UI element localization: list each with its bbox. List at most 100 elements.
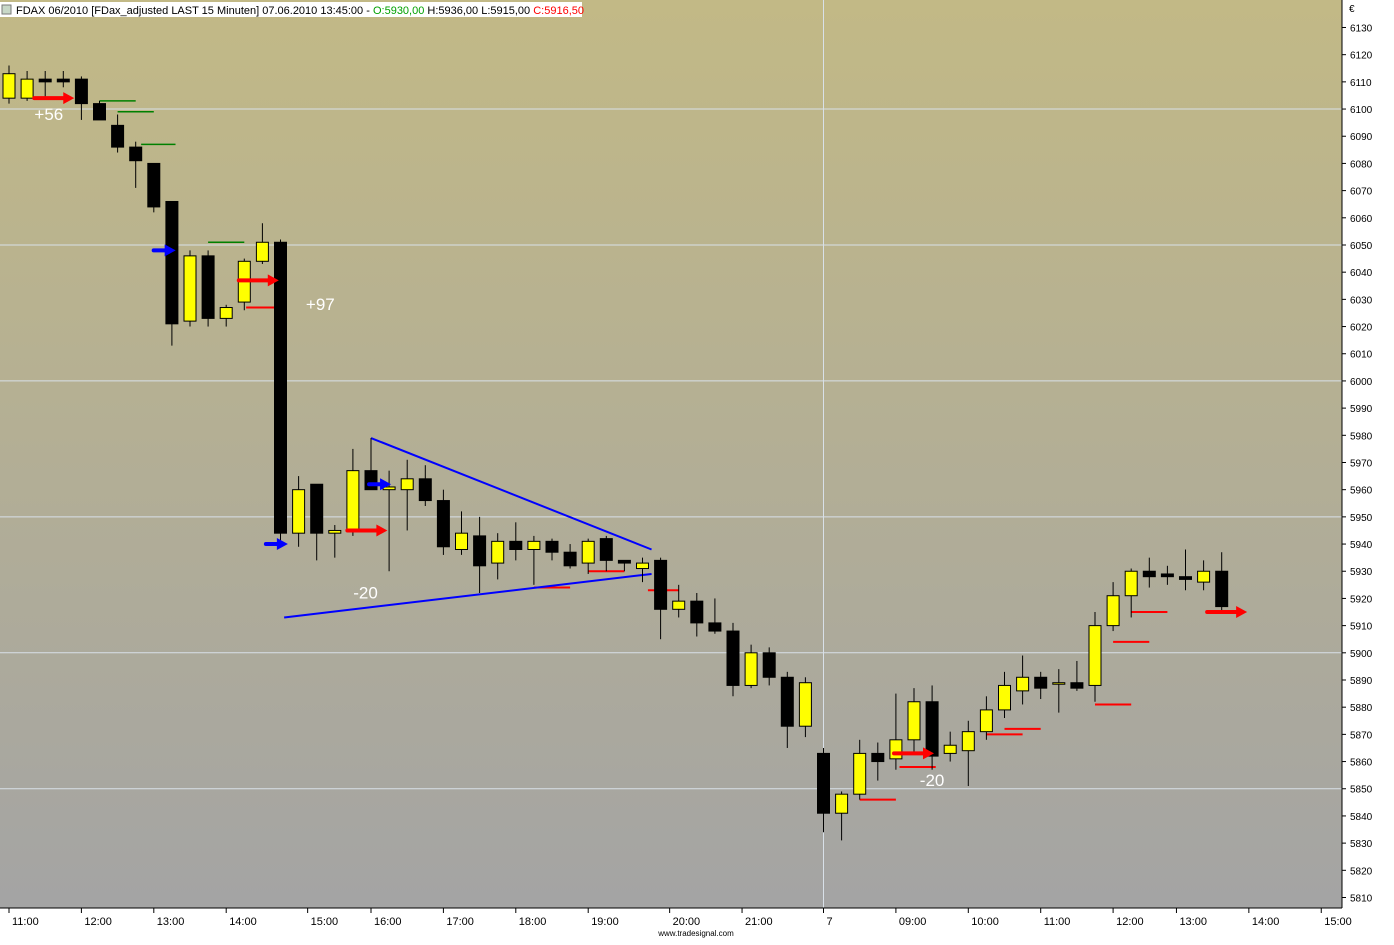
time-tick-label: 17:00 <box>446 916 474 928</box>
candle-body-bear <box>708 622 722 632</box>
price-tick-label: 6020 <box>1350 323 1373 334</box>
price-tick-label: 5850 <box>1350 785 1373 796</box>
candle <box>654 557 668 640</box>
candle <box>1106 582 1120 632</box>
candle <box>93 100 106 121</box>
candle <box>853 739 867 800</box>
time-tick-label: 19:00 <box>591 916 619 928</box>
candle <box>436 489 450 555</box>
candle <box>871 742 885 781</box>
candle-body-bear <box>1215 570 1229 608</box>
candle-body-bear <box>871 752 885 763</box>
price-tick-label: 5890 <box>1350 676 1373 687</box>
candle <box>527 535 541 585</box>
candle <box>1124 568 1138 618</box>
long-entry-arrow-head <box>923 747 934 760</box>
header-high: H:5936,00 <box>427 5 478 17</box>
price-tick-label: 6100 <box>1350 105 1373 116</box>
short-entry-arrow-head <box>380 478 392 491</box>
candle-body-bull <box>835 793 849 814</box>
candle-body-bull <box>979 709 993 733</box>
price-tick-label: 6030 <box>1350 295 1373 306</box>
time-axis-panel <box>0 908 1394 940</box>
header-symbol: FDAX 06/2010 <box>16 5 88 17</box>
plot-background <box>0 0 1342 908</box>
candle-body-bull <box>2 73 16 99</box>
candle-body-bear <box>726 630 740 686</box>
candle <box>1034 671 1048 700</box>
candle <box>762 647 776 686</box>
price-tick-label: 5820 <box>1350 866 1373 877</box>
price-tick-label: 5910 <box>1350 622 1373 633</box>
candle-body-bear <box>147 162 161 208</box>
candle <box>1142 557 1156 588</box>
candle-body-bear <box>654 559 668 610</box>
candle <box>328 525 342 558</box>
candle-body-bull <box>943 744 957 754</box>
header-icon <box>1 4 12 15</box>
price-tick-label: 6120 <box>1350 51 1373 62</box>
header-open: O:5930,00 <box>373 5 424 17</box>
price-tick-label: 5960 <box>1350 486 1373 497</box>
long-entry-arrow-head <box>376 524 388 537</box>
time-tick-label: 10:00 <box>971 916 999 928</box>
candle-body-bear <box>1179 576 1192 580</box>
time-tick-label: 09:00 <box>899 916 927 928</box>
candle-body-bear <box>545 540 559 553</box>
candle-body-bear <box>817 752 830 814</box>
price-tick-label: 6070 <box>1350 187 1373 198</box>
trendline <box>370 437 652 551</box>
candle-body-bull <box>455 532 468 550</box>
candle-body-bull <box>889 739 903 760</box>
candle <box>1197 560 1211 591</box>
candle <box>726 622 740 697</box>
candle <box>744 644 758 689</box>
candle <box>563 544 577 569</box>
candle <box>310 483 324 561</box>
candle-body-bear <box>274 241 287 534</box>
candle <box>545 538 559 561</box>
candle-body-bear <box>1142 570 1156 578</box>
pnl-annotation: -20 <box>353 583 378 602</box>
candle-body-bull <box>328 529 342 534</box>
long-entry-arrow-head <box>63 92 75 105</box>
candle-body-bull <box>961 731 975 752</box>
candle-body-bear <box>310 483 324 534</box>
candle <box>20 70 34 101</box>
header-datetime: 07.06.2010 13:45:00 <box>262 5 363 17</box>
candle <box>943 731 957 762</box>
arrow-layer <box>32 92 1248 760</box>
price-tick-label: 5900 <box>1350 649 1373 660</box>
candle-body-bull <box>400 478 414 491</box>
candle <box>1179 549 1192 591</box>
candle <box>599 535 613 572</box>
candle <box>617 559 631 572</box>
price-tick-label: 5930 <box>1350 567 1373 578</box>
candle-body-bull <box>1197 570 1211 583</box>
price-tick-label: 6040 <box>1350 268 1373 279</box>
price-axis-panel <box>1342 0 1394 908</box>
price-tick-label: 5830 <box>1350 839 1373 850</box>
candle-body-bull <box>491 540 505 564</box>
time-axis-ticks: 11:00 12:00 13:00 14:00 15:00 16:00 17:00 18:00… <box>8 908 1352 928</box>
candle <box>1215 552 1229 613</box>
candle <box>780 671 794 748</box>
time-tick-label: 16:00 <box>374 916 402 928</box>
time-tick-label: 21:00 <box>745 916 773 928</box>
price-tick-label: 5880 <box>1350 703 1373 714</box>
candle <box>473 516 487 593</box>
candle-body-bull <box>183 255 197 322</box>
candle <box>183 250 197 327</box>
candle-body-bull <box>292 489 306 534</box>
trendline <box>284 572 652 619</box>
candle <box>817 747 830 833</box>
candle-body-bull <box>1106 595 1120 627</box>
candle-body-bull <box>1088 625 1102 686</box>
price-tick-label: 5840 <box>1350 812 1373 823</box>
price-tick-label: 5860 <box>1350 758 1373 769</box>
candle <box>907 688 921 754</box>
candle-body-bear <box>563 551 577 567</box>
candle <box>509 522 523 561</box>
candle-body-bear <box>74 78 88 105</box>
